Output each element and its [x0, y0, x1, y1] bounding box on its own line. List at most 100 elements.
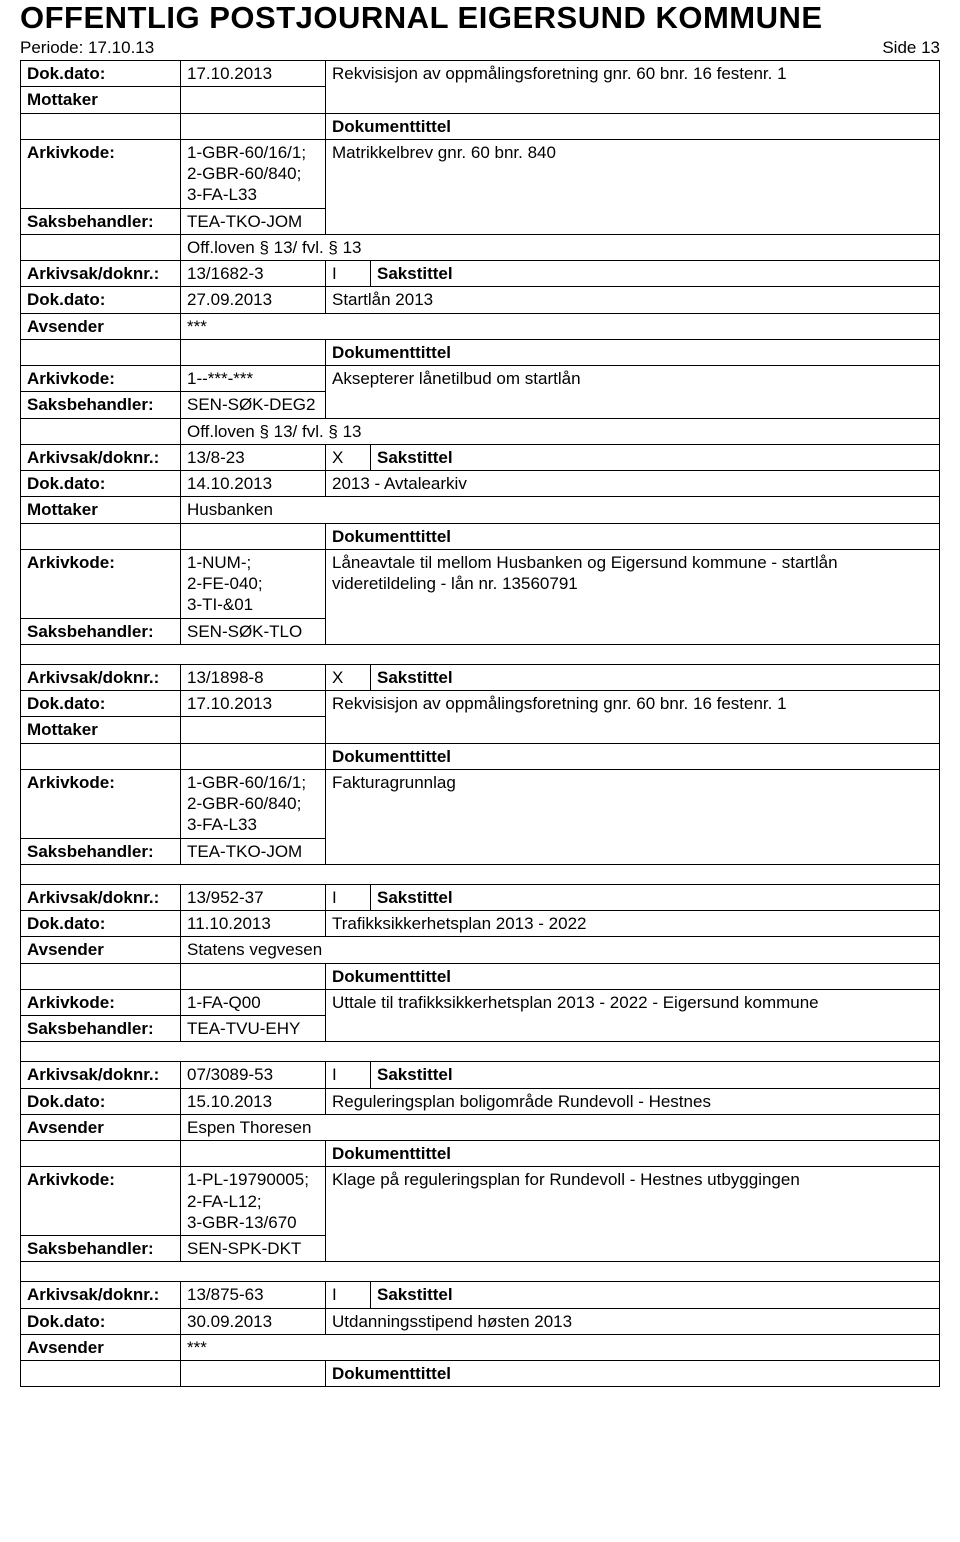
arkivsak-label: Arkivsak/doknr.:: [21, 1062, 181, 1088]
dokdato-label: Dok.dato:: [21, 691, 181, 717]
dokumenttittel-label: Dokumenttittel: [326, 743, 940, 769]
sak-right: 2013 - Avtalearkiv: [326, 471, 940, 497]
spacer-row: [21, 864, 940, 884]
saksbehandler-label: Saksbehandler:: [21, 208, 181, 234]
table-row: MottakerHusbanken: [21, 497, 940, 523]
table-row: Dok.dato:30.09.2013Utdanningsstipend høs…: [21, 1308, 940, 1334]
dokdato-label: Dok.dato:: [21, 1088, 181, 1114]
party-label: Mottaker: [21, 717, 181, 743]
arkivkode-label: Arkivkode:: [21, 769, 181, 838]
party-value: Husbanken: [181, 497, 940, 523]
table-row: Arkivsak/doknr.:13/1898-8XSakstittel: [21, 664, 940, 690]
io-value: I: [326, 884, 371, 910]
table-row: Arkivsak/doknr.:13/875-63ISakstittel: [21, 1282, 940, 1308]
blank: [21, 418, 181, 444]
spacer-row: [21, 644, 940, 664]
journal-table: Dok.dato:17.10.2013Rekvisisjon av oppmål…: [20, 60, 940, 1387]
dokdato-value: 11.10.2013: [181, 911, 326, 937]
io-value: I: [326, 261, 371, 287]
saksbehandler-label: Saksbehandler:: [21, 618, 181, 644]
table-row: Arkivsak/doknr.:13/8-23XSakstittel: [21, 444, 940, 470]
table-row: Dokumenttittel: [21, 963, 940, 989]
sakstittel-label: Sakstittel: [371, 664, 940, 690]
dokdato-value: 14.10.2013: [181, 471, 326, 497]
table-row: Dok.dato:14.10.20132013 - Avtalearkiv: [21, 471, 940, 497]
arkivkode-label: Arkivkode:: [21, 549, 181, 618]
table-row: Arkivsak/doknr.:13/1682-3ISakstittel: [21, 261, 940, 287]
period-row: Periode: 17.10.13 Side 13: [20, 38, 940, 58]
side-label: Side 13: [882, 38, 940, 58]
dokdato-value: 30.09.2013: [181, 1308, 326, 1334]
dokdato-label: Dok.dato:: [21, 287, 181, 313]
doktittel-value: Klage på reguleringsplan for Rundevoll -…: [326, 1167, 940, 1262]
dokdato-label: Dok.dato:: [21, 911, 181, 937]
dokumenttittel-label: Dokumenttittel: [326, 339, 940, 365]
blank: [21, 1361, 181, 1387]
period-label: Periode: 17.10.13: [20, 38, 154, 58]
arkivsak-label: Arkivsak/doknr.:: [21, 664, 181, 690]
arkivsak-label: Arkivsak/doknr.:: [21, 1282, 181, 1308]
arkivkode-value: 1--***-***: [181, 366, 326, 392]
sakstittel-label: Sakstittel: [371, 884, 940, 910]
blank: [181, 339, 326, 365]
table-row: Dokumenttittel: [21, 339, 940, 365]
blank: [21, 743, 181, 769]
table-row: Arkivkode:1--***-***Aksepterer lånetilbu…: [21, 366, 940, 392]
blank: [21, 523, 181, 549]
sak-right: Rekvisisjon av oppmålingsforetning gnr. …: [326, 61, 940, 114]
arkivkode-label: Arkivkode:: [21, 139, 181, 208]
table-row: Arkivkode:1-PL-19790005; 2-FA-L12; 3-GBR…: [21, 1167, 940, 1236]
sak-right: Reguleringsplan boligområde Rundevoll - …: [326, 1088, 940, 1114]
arkivsak-value: 13/1682-3: [181, 261, 326, 287]
party-label: Mottaker: [21, 497, 181, 523]
table-row: Arkivkode:1-NUM-; 2-FE-040; 3-TI-&01Låne…: [21, 549, 940, 618]
dokdato-value: 15.10.2013: [181, 1088, 326, 1114]
table-row: Dok.dato:15.10.2013Reguleringsplan bolig…: [21, 1088, 940, 1114]
table-row: Dok.dato:17.10.2013Rekvisisjon av oppmål…: [21, 61, 940, 87]
dokdato-label: Dok.dato:: [21, 61, 181, 87]
saksbehandler-label: Saksbehandler:: [21, 838, 181, 864]
arkivsak-value: 07/3089-53: [181, 1062, 326, 1088]
sak-right: Trafikksikkerhetsplan 2013 - 2022: [326, 911, 940, 937]
doktittel-value: Aksepterer lånetilbud om startlån: [326, 366, 940, 419]
saksbehandler-value: TEA-TVU-EHY: [181, 1016, 326, 1042]
dokumenttittel-label: Dokumenttittel: [326, 1141, 940, 1167]
arkivsak-label: Arkivsak/doknr.:: [21, 444, 181, 470]
table-row: Dok.dato:17.10.2013Rekvisisjon av oppmål…: [21, 691, 940, 717]
blank: [181, 1141, 326, 1167]
doktittel-value: Låneavtale til mellom Husbanken og Eiger…: [326, 549, 940, 644]
saksbehandler-value: TEA-TKO-JOM: [181, 208, 326, 234]
blank: [21, 113, 181, 139]
sakstittel-label: Sakstittel: [371, 261, 940, 287]
party-label: Avsender: [21, 937, 181, 963]
blank: [21, 1141, 181, 1167]
spacer-row: [21, 1042, 940, 1062]
table-row: Avsender***: [21, 1334, 940, 1360]
dokdato-value: 17.10.2013: [181, 61, 326, 87]
saksbehandler-value: TEA-TKO-JOM: [181, 838, 326, 864]
doktittel-value: Matrikkelbrev gnr. 60 bnr. 840: [326, 139, 940, 234]
arkivkode-label: Arkivkode:: [21, 1167, 181, 1236]
blank: [21, 963, 181, 989]
saksbehandler-label: Saksbehandler:: [21, 1016, 181, 1042]
arkivkode-value: 1-NUM-; 2-FE-040; 3-TI-&01: [181, 549, 326, 618]
table-row: Off.loven § 13/ fvl. § 13: [21, 418, 940, 444]
saksbehandler-label: Saksbehandler:: [21, 1236, 181, 1262]
table-row: Dokumenttittel: [21, 523, 940, 549]
page: OFFENTLIG POSTJOURNAL EIGERSUND KOMMUNE …: [0, 0, 960, 1407]
table-row: Dokumenttittel: [21, 743, 940, 769]
table-row: Arkivkode:1-FA-Q00Uttale til trafikksikk…: [21, 989, 940, 1015]
party-value: [181, 87, 326, 113]
table-row: Dok.dato:11.10.2013Trafikksikkerhetsplan…: [21, 911, 940, 937]
blank: [21, 234, 181, 260]
sak-right: Rekvisisjon av oppmålingsforetning gnr. …: [326, 691, 940, 744]
table-row: Avsender***: [21, 313, 940, 339]
dokumenttittel-label: Dokumenttittel: [326, 523, 940, 549]
arkivkode-label: Arkivkode:: [21, 989, 181, 1015]
party-label: Avsender: [21, 1114, 181, 1140]
party-label: Mottaker: [21, 87, 181, 113]
party-value: [181, 717, 326, 743]
io-value: X: [326, 444, 371, 470]
party-value: ***: [181, 313, 940, 339]
doktittel-value: Fakturagrunnlag: [326, 769, 940, 864]
